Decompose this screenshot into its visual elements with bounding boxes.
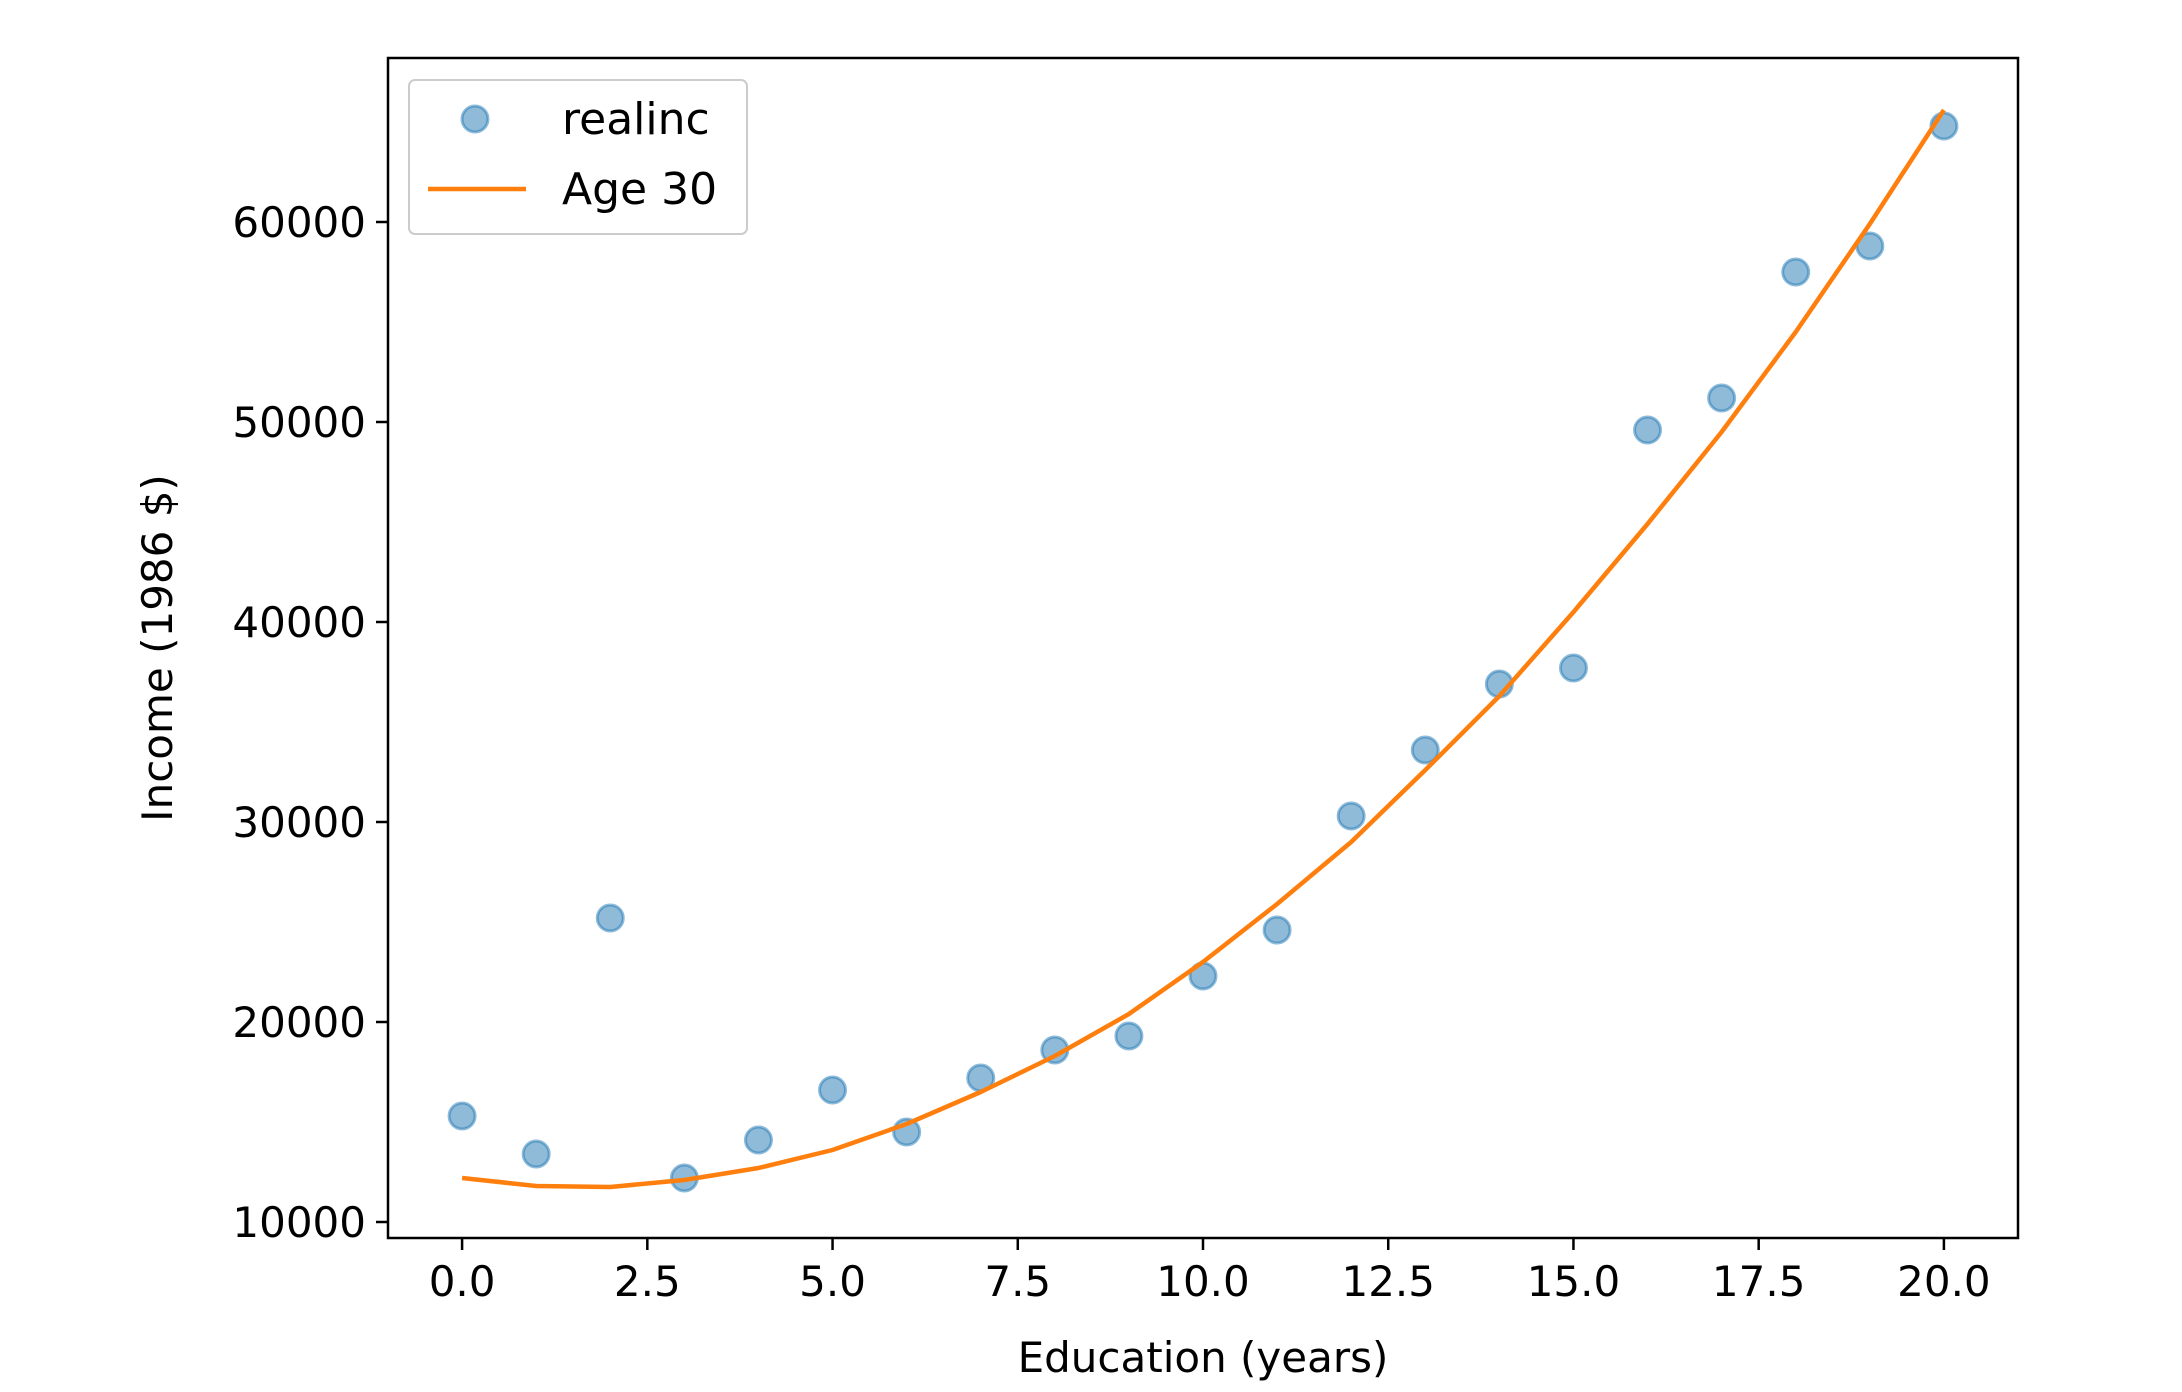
y-tick-label: 20000	[232, 998, 366, 1047]
plot-area	[447, 108, 1959, 1193]
y-tick-label: 60000	[232, 198, 366, 247]
legend-marker-realinc	[460, 104, 490, 134]
legend-label-realinc: realinc	[562, 94, 710, 145]
data-point	[521, 1139, 551, 1169]
data-point	[1262, 915, 1292, 945]
y-tick-label: 30000	[232, 798, 366, 847]
y-tick-label: 40000	[232, 598, 366, 647]
y-axis-label: Income (1986 $)	[133, 474, 182, 822]
x-tick-label: 0.0	[429, 1257, 496, 1306]
y-tick-label: 10000	[232, 1198, 366, 1247]
y-tick-label: 50000	[232, 398, 366, 447]
data-point	[1558, 653, 1588, 683]
x-tick-label: 17.5	[1712, 1257, 1806, 1306]
data-point	[447, 1101, 477, 1131]
data-point	[818, 1075, 848, 1105]
x-tick-label: 15.0	[1527, 1257, 1621, 1306]
data-point	[1114, 1021, 1144, 1051]
x-tick-label: 10.0	[1156, 1257, 1250, 1306]
legend-box	[408, 79, 748, 235]
data-point	[1633, 415, 1663, 445]
data-point	[595, 903, 625, 933]
x-axis-label: Education (years)	[1018, 1333, 1389, 1382]
legend: realinc Age 30	[408, 79, 748, 235]
legend-label-age-30: Age 30	[562, 164, 717, 215]
fit-line-age-30	[461, 108, 1946, 1190]
x-tick-label: 7.5	[984, 1257, 1051, 1306]
x-tick-label: 2.5	[614, 1257, 681, 1306]
x-tick-label: 5.0	[799, 1257, 866, 1306]
y-axis: 10000 20000 30000 40000 50000 60000	[232, 198, 388, 1247]
data-point	[1781, 257, 1811, 287]
x-axis: 0.0 2.5 5.0 7.5 10.0 12.5 15.0 17.5 20.0	[429, 1238, 1991, 1306]
x-tick-label: 20.0	[1897, 1257, 1991, 1306]
x-tick-label: 12.5	[1341, 1257, 1435, 1306]
data-point	[1410, 735, 1440, 765]
data-point	[1707, 383, 1737, 413]
data-point	[1336, 801, 1366, 831]
data-point	[743, 1125, 773, 1155]
